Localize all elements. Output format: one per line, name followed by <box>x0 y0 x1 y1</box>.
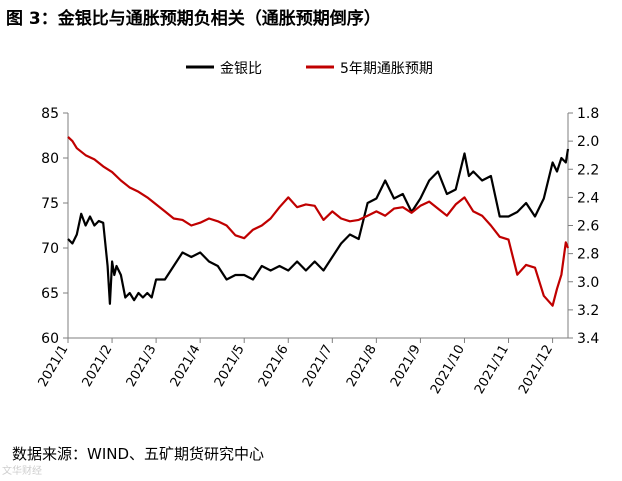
x-tick-label: 2021/10 <box>428 343 468 397</box>
right-tick-label: 2.4 <box>577 190 599 206</box>
right-tick-label: 2.2 <box>577 162 599 178</box>
x-tick-label: 2021/8 <box>344 343 380 390</box>
x-tick-label: 2021/9 <box>388 343 424 390</box>
legend-label-series-2: 5年期通胀预期 <box>340 61 433 77</box>
left-tick-label: 85 <box>41 106 59 122</box>
watermark-logo: 文华财经 <box>2 466 42 477</box>
x-tick-label: 2021/11 <box>472 343 512 397</box>
right-tick-label: 2.8 <box>577 247 599 263</box>
right-tick-label: 1.8 <box>577 106 599 122</box>
right-tick-label: 3.0 <box>577 275 599 291</box>
x-axis-ticks: 2021/1 2021/2 2021/3 2021/4 2021/5 2021/6 2021… <box>36 338 556 397</box>
source-note: 数据来源：WIND、五矿期货研究中心 <box>12 445 265 463</box>
right-tick-label: 3.4 <box>577 331 599 347</box>
right-tick-label: 3.2 <box>577 303 599 319</box>
x-tick-label: 2021/2 <box>80 343 116 390</box>
legend: 金银比 5年期通胀预期 <box>186 61 433 77</box>
x-tick-label: 2021/4 <box>168 343 204 390</box>
left-tick-label: 70 <box>41 241 59 257</box>
x-tick-label: 2021/5 <box>212 343 248 390</box>
x-tick-label: 2021/6 <box>256 343 292 390</box>
right-tick-label: 2.6 <box>577 219 599 235</box>
series-lines <box>67 136 570 307</box>
x-tick-label: 2021/3 <box>124 343 160 390</box>
legend-label-series-1: 金银比 <box>220 61 262 77</box>
left-tick-label: 75 <box>41 196 59 212</box>
x-tick-label: 2021/1 <box>36 343 72 390</box>
series-line-2 <box>67 136 570 307</box>
left-axis-ticks: 60 65 70 75 80 85 <box>41 106 68 347</box>
left-tick-label: 65 <box>41 286 59 302</box>
series-line-1 <box>67 148 570 305</box>
x-tick-label: 2021/7 <box>300 343 336 390</box>
left-tick-label: 60 <box>41 331 59 347</box>
figure-title: 图 3：金银比与通胀预期负相关（通胀预期倒序） <box>6 9 381 29</box>
x-tick-label: 2021/12 <box>516 343 556 397</box>
right-tick-label: 2.0 <box>577 134 599 150</box>
left-tick-label: 80 <box>41 151 59 167</box>
right-axis-ticks: 1.8 2.0 2.2 2.4 2.6 2.8 3.0 3.2 3.4 <box>568 106 599 347</box>
